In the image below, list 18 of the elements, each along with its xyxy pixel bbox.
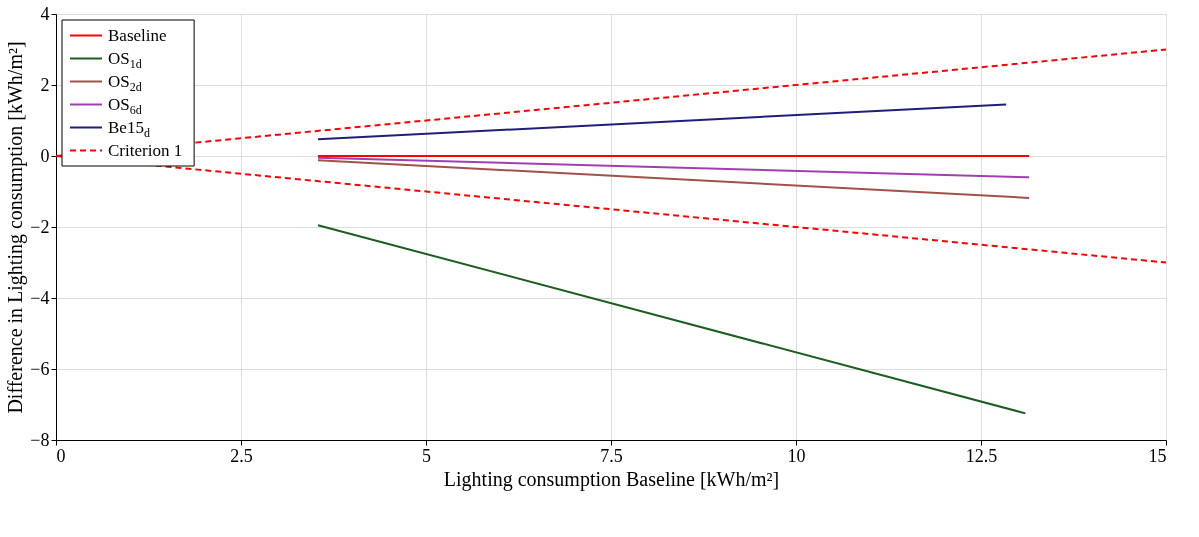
x-tick-label: 15	[1148, 445, 1167, 466]
x-tick-label: 10	[787, 445, 806, 466]
y-tick-label: 0	[40, 145, 50, 166]
y-tick-label: 2	[40, 74, 50, 95]
legend-label: Criterion 1	[108, 140, 183, 160]
y-tick-label: 4	[40, 3, 50, 24]
legend-label: Baseline	[108, 25, 167, 45]
x-tick-label: 12.5	[965, 445, 998, 466]
y-tick-label: −6	[30, 358, 50, 379]
x-tick-label: 5	[422, 445, 431, 466]
x-tick-label: 2.5	[230, 445, 253, 466]
y-tick-label: −8	[30, 429, 50, 450]
x-tick-label: 7.5	[600, 445, 623, 466]
y-axis-title: Difference in Lighting consumption [kWh/m²]	[4, 41, 28, 414]
x-tick-label: 0	[56, 445, 66, 466]
x-axis-title: Lighting consumption Baseline [kWh/m²]	[443, 467, 780, 491]
y-tick-label: −2	[30, 216, 50, 237]
y-tick-label: −4	[30, 287, 50, 308]
